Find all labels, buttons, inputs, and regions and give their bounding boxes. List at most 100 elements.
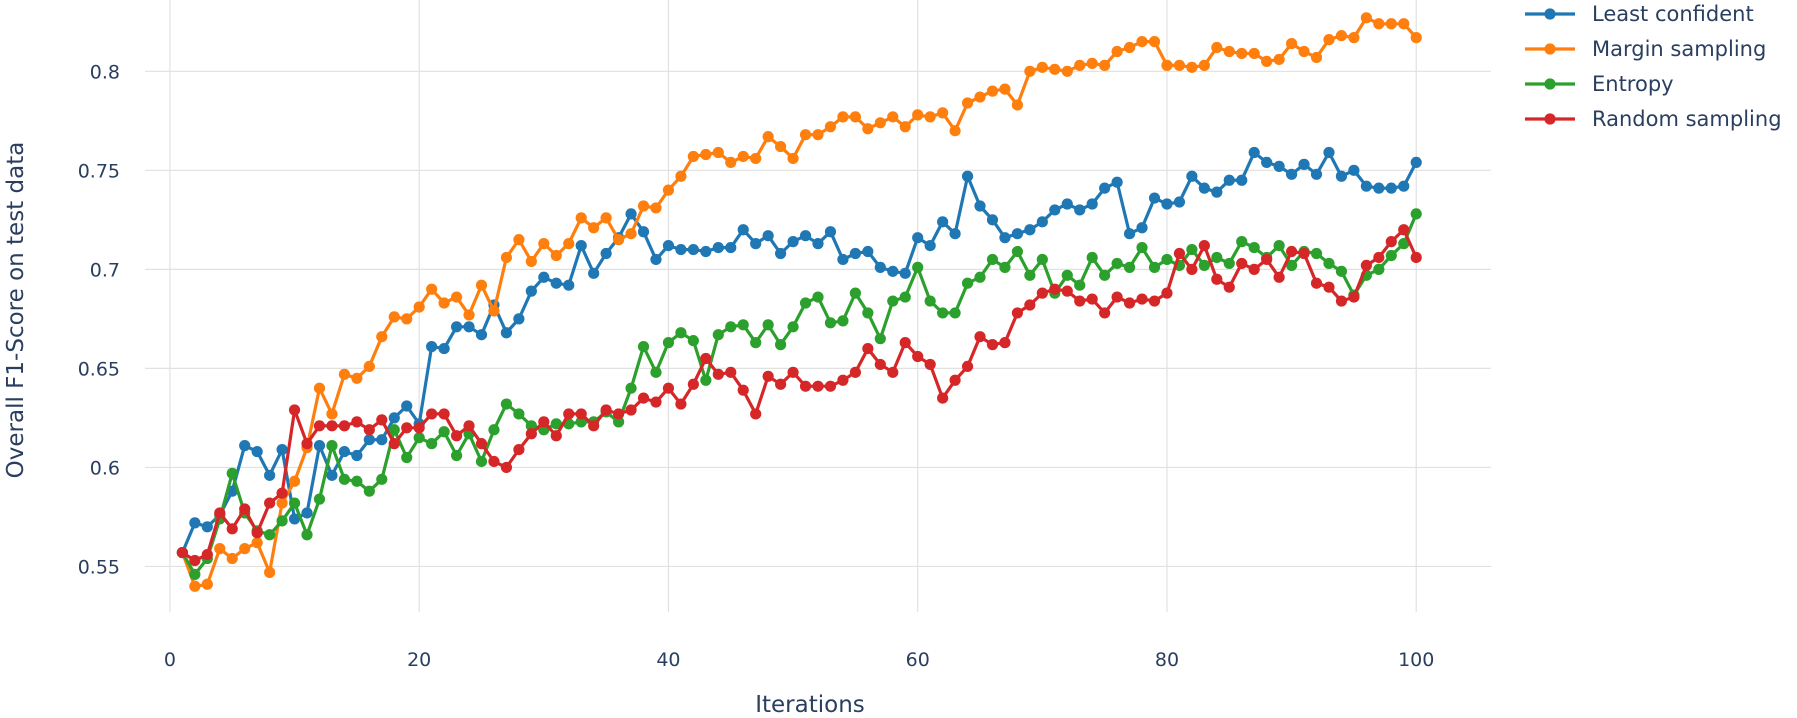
legend-label: Least confident [1592,2,1754,26]
y-tick-label: 0.55 [78,556,120,578]
data-point [1186,263,1198,275]
data-point [438,408,450,420]
data-point [301,438,313,450]
data-point [588,222,600,234]
data-point [1136,241,1148,254]
data-point [1335,295,1348,307]
data-point [937,216,949,228]
data-point [1385,182,1397,194]
data-point [426,438,438,450]
data-point [687,150,699,163]
data-point [625,208,637,220]
legend-label: Random sampling [1592,107,1782,131]
data-point [251,527,263,539]
data-point [986,339,999,351]
data-point [1011,307,1024,319]
data-point [1061,269,1073,281]
data-point [550,430,562,442]
data-point [401,400,413,412]
legend-item[interactable]: Random sampling [1525,107,1782,131]
data-point [1360,12,1372,24]
data-point [1385,249,1397,262]
data-point [450,291,463,303]
data-point [762,131,774,143]
data-point [1136,222,1148,234]
data-point [712,241,724,254]
data-point [1398,238,1410,250]
data-point [276,515,288,527]
data-point [239,503,251,515]
data-point [737,319,749,331]
data-point [1223,45,1235,58]
data-point [750,152,762,165]
data-point [1011,228,1024,240]
data-point [912,109,924,121]
data-point [750,238,762,250]
data-point [276,487,288,499]
data-point [1211,251,1223,264]
data-point [862,342,874,355]
data-point [1273,271,1285,283]
data-point [675,398,687,410]
data-point [426,341,438,353]
data-point [201,578,213,590]
data-point [1323,146,1335,159]
data-point [662,382,675,394]
y-tick-label: 0.65 [78,358,120,380]
data-point [288,513,301,525]
data-point [475,438,488,450]
data-point [862,123,874,135]
series-line [181,228,1418,563]
data-point [1011,99,1024,111]
data-point [1161,253,1173,266]
data-point [725,241,737,254]
legend-item[interactable]: Least confident [1525,2,1754,26]
data-point [986,253,999,266]
data-point [338,473,351,485]
data-point [1385,18,1397,30]
grid-layer [145,0,1491,612]
data-point [413,432,425,444]
data-point [650,396,662,408]
data-point [463,309,475,321]
data-point [887,366,899,378]
data-point [1099,59,1111,71]
data-point [326,469,338,481]
data-point [1011,245,1024,258]
data-point [712,368,724,380]
data-point [961,97,974,109]
data-point [637,392,650,404]
data-point [1024,269,1036,281]
data-point [874,358,886,371]
data-point [1173,196,1186,208]
y-tick-labels: 0.55 0.6 0.65 0.7 0.75 0.8 [78,61,120,578]
data-point [725,366,737,378]
data-point [1049,283,1061,295]
data-point [924,358,936,371]
data-point [662,184,675,196]
legend-swatch-marker [1544,78,1556,90]
data-point [1385,236,1397,248]
data-point [563,279,575,291]
data-point [712,146,724,159]
data-point [1410,156,1422,169]
data-point [288,475,301,487]
legend[interactable]: Least confident Margin sampling Entropy Ran… [1525,2,1782,131]
data-point [438,342,450,355]
data-point [924,295,936,307]
legend-item[interactable]: Margin sampling [1525,37,1766,61]
data-point [326,408,338,420]
data-point [376,331,388,343]
x-tick-labels: 0 20 40 60 80 100 [164,649,1434,671]
data-point [500,461,513,474]
data-point [413,422,425,434]
data-point [961,277,974,289]
data-point [874,333,886,345]
data-point [525,428,537,440]
data-point [824,121,837,133]
legend-item[interactable]: Entropy [1525,72,1674,96]
data-point [737,224,749,236]
data-point [1086,57,1098,69]
data-point [1335,265,1348,277]
data-point [837,315,849,327]
